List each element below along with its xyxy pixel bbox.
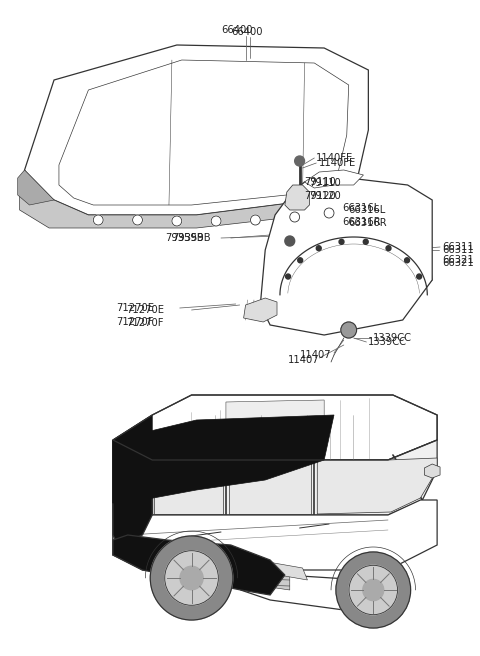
Text: 79120: 79120 <box>310 191 341 201</box>
Circle shape <box>316 246 321 251</box>
Polygon shape <box>268 562 308 580</box>
Circle shape <box>363 579 384 601</box>
Text: 79359B: 79359B <box>165 233 204 243</box>
Text: 66400: 66400 <box>231 27 263 37</box>
Polygon shape <box>317 458 437 514</box>
Text: 71270F: 71270F <box>116 317 154 327</box>
Text: 66316R: 66316R <box>348 218 387 228</box>
Polygon shape <box>20 170 368 228</box>
Polygon shape <box>113 395 437 460</box>
Circle shape <box>339 239 344 244</box>
Polygon shape <box>113 500 437 570</box>
Circle shape <box>336 552 410 628</box>
Circle shape <box>341 322 357 338</box>
Polygon shape <box>18 170 54 205</box>
Polygon shape <box>229 460 312 514</box>
Circle shape <box>417 274 421 279</box>
Text: 66316L: 66316L <box>348 205 386 215</box>
Text: 11407: 11407 <box>288 355 319 365</box>
Text: 1339CC: 1339CC <box>373 333 412 343</box>
Polygon shape <box>59 60 348 205</box>
Polygon shape <box>113 535 285 595</box>
Text: 79110: 79110 <box>304 177 336 187</box>
Polygon shape <box>240 570 388 610</box>
Polygon shape <box>255 568 290 590</box>
Circle shape <box>386 246 391 251</box>
Polygon shape <box>113 415 152 503</box>
Polygon shape <box>154 461 223 514</box>
Text: 66321: 66321 <box>442 255 474 265</box>
Circle shape <box>324 208 334 218</box>
Circle shape <box>286 274 290 279</box>
Circle shape <box>132 215 143 225</box>
Circle shape <box>405 258 409 263</box>
Circle shape <box>295 156 304 166</box>
Polygon shape <box>285 185 310 210</box>
Text: 66311: 66311 <box>442 245 474 255</box>
Text: 66316L: 66316L <box>342 203 379 213</box>
Polygon shape <box>113 440 437 515</box>
Circle shape <box>363 239 368 244</box>
Polygon shape <box>113 440 152 545</box>
Text: 66311: 66311 <box>442 242 474 252</box>
Polygon shape <box>424 464 440 478</box>
Circle shape <box>349 565 397 615</box>
Circle shape <box>180 566 203 590</box>
Text: 79359B: 79359B <box>172 233 211 243</box>
Circle shape <box>298 258 303 263</box>
Polygon shape <box>113 415 334 503</box>
Polygon shape <box>244 298 277 322</box>
Text: 66400: 66400 <box>221 25 252 35</box>
Polygon shape <box>226 400 324 452</box>
Text: 71270E: 71270E <box>126 305 164 315</box>
Circle shape <box>251 215 260 225</box>
Text: 1140FE: 1140FE <box>316 153 354 163</box>
Circle shape <box>93 215 103 225</box>
Text: 1339CC: 1339CC <box>368 337 408 347</box>
Text: 1140FE: 1140FE <box>319 158 357 168</box>
Circle shape <box>211 216 221 226</box>
Circle shape <box>172 216 182 226</box>
Polygon shape <box>304 170 363 188</box>
Polygon shape <box>113 440 132 560</box>
Circle shape <box>150 536 233 620</box>
Text: 66321: 66321 <box>442 258 474 268</box>
Text: 79110: 79110 <box>310 178 341 188</box>
Circle shape <box>285 236 295 246</box>
Circle shape <box>290 212 300 222</box>
Polygon shape <box>113 502 123 520</box>
Polygon shape <box>260 178 432 335</box>
Polygon shape <box>24 45 368 215</box>
Text: 79120: 79120 <box>304 191 336 201</box>
Text: 71270F: 71270F <box>126 318 163 328</box>
Polygon shape <box>113 460 149 514</box>
Circle shape <box>165 550 218 605</box>
Text: 11407: 11407 <box>300 350 331 360</box>
Text: 71270E: 71270E <box>116 303 154 313</box>
Text: 66316R: 66316R <box>342 217 381 227</box>
